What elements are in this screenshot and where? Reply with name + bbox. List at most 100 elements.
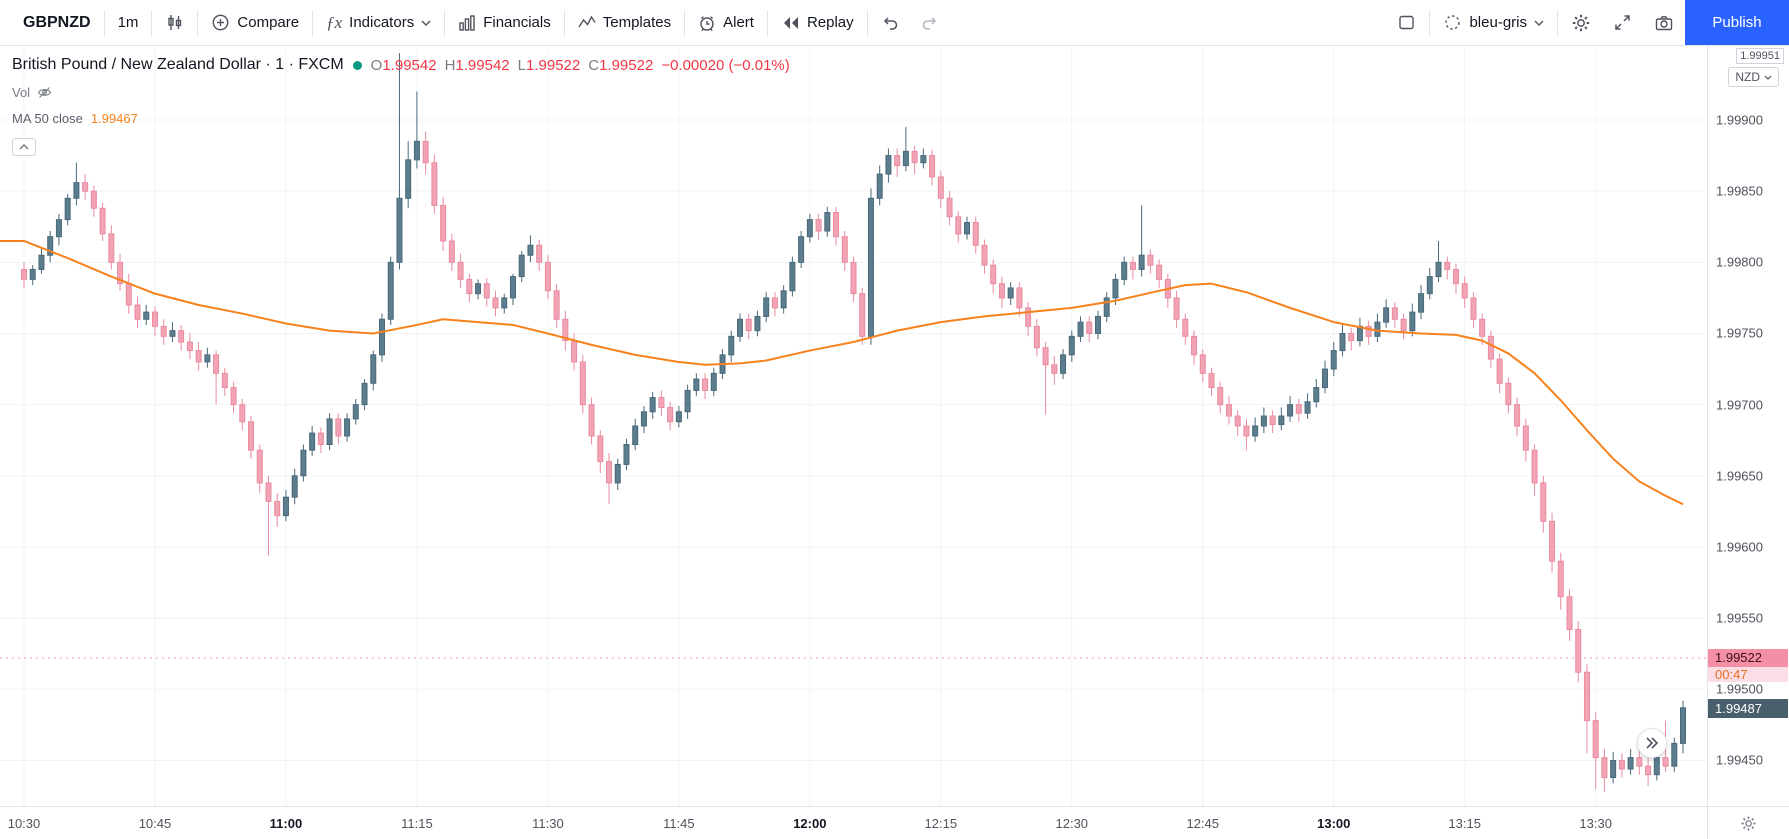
- symbol-search-button[interactable]: GBPNZD: [23, 13, 91, 31]
- candle: [1374, 313, 1381, 343]
- gear-icon: [1741, 816, 1756, 830]
- candle: [1566, 589, 1573, 641]
- candle: [448, 233, 455, 271]
- candle: [1391, 302, 1398, 328]
- candle: [55, 213, 62, 246]
- ohlc-values: O1.99542 H1.99542 L1.99522 C1.99522 −0.0…: [371, 57, 790, 74]
- candle: [1496, 353, 1503, 394]
- price-tick-label: 1.99750: [1716, 325, 1763, 341]
- candle: [1191, 330, 1198, 365]
- candle: [1147, 249, 1154, 274]
- divider: [866, 9, 868, 36]
- candle: [1610, 751, 1617, 784]
- collapse-legend-button[interactable]: [12, 138, 36, 156]
- divider: [563, 9, 565, 36]
- settings-button[interactable]: [1560, 5, 1602, 41]
- financials-button[interactable]: Financials: [447, 5, 562, 41]
- candle: [929, 149, 936, 186]
- candle: [885, 148, 892, 183]
- candle: [1339, 324, 1346, 357]
- time-axis-settings-button[interactable]: [1707, 807, 1789, 839]
- candle: [1671, 737, 1678, 772]
- ma-legend[interactable]: MA 50 close 1.99467: [12, 111, 790, 126]
- close-value: 1.99522: [599, 56, 654, 74]
- goto-realtime-button[interactable]: [1637, 728, 1667, 758]
- candle: [378, 313, 385, 362]
- candle: [1601, 749, 1608, 792]
- interval-button[interactable]: 1m: [117, 14, 139, 31]
- candle: [1199, 349, 1206, 382]
- candle: [702, 373, 709, 399]
- candle: [387, 256, 394, 325]
- candle: [728, 330, 735, 362]
- candle: [396, 53, 403, 270]
- candle: [946, 191, 953, 226]
- snapshot-button[interactable]: [1643, 5, 1685, 41]
- grid-layer: [0, 46, 1707, 806]
- candle: [1051, 356, 1058, 385]
- financials-label: Financials: [483, 14, 551, 31]
- candle: [248, 416, 255, 459]
- price-tick-label: 1.99450: [1716, 752, 1763, 768]
- candle: [1295, 398, 1302, 422]
- high-label: H: [444, 56, 456, 74]
- fullscreen-button[interactable]: [1602, 5, 1643, 41]
- undo-button[interactable]: [870, 5, 910, 41]
- volume-legend[interactable]: Vol: [12, 85, 790, 100]
- candle: [90, 185, 97, 217]
- chart-canvas[interactable]: [0, 46, 1707, 806]
- chevron-up-icon: [19, 144, 29, 150]
- candle: [1156, 259, 1163, 288]
- legend-title[interactable]: British Pound / New Zealand Dollar · 1 ·…: [12, 56, 344, 73]
- candle: [998, 276, 1005, 308]
- divider: [1557, 9, 1558, 36]
- divider: [444, 9, 446, 36]
- candle: [658, 390, 665, 417]
- candle: [509, 273, 516, 306]
- candle: [833, 206, 840, 246]
- open-value: 1.99542: [382, 56, 437, 74]
- candle: [745, 313, 752, 340]
- redo-button[interactable]: [910, 5, 950, 41]
- candle: [1505, 377, 1512, 414]
- zigzag-icon: [578, 15, 596, 27]
- candle: [1322, 360, 1329, 394]
- candle: [771, 292, 778, 317]
- indicators-button[interactable]: ƒx Indicators: [315, 5, 442, 41]
- change-value: −0.00020 (−0.01%): [661, 56, 790, 74]
- publish-button[interactable]: Publish: [1685, 0, 1789, 45]
- redo-icon: [922, 16, 936, 30]
- candle: [21, 262, 27, 288]
- candle: [466, 273, 473, 303]
- ma50-line: [0, 239, 1684, 506]
- candle: [1234, 410, 1241, 436]
- candle: [894, 148, 901, 177]
- candle: [1540, 475, 1547, 533]
- theme-select-button[interactable]: bleu-gris: [1432, 5, 1555, 41]
- close-label: C: [588, 56, 600, 74]
- candle: [1452, 263, 1459, 294]
- low-label: L: [517, 56, 526, 74]
- candle: [1575, 620, 1582, 683]
- candle: [981, 239, 988, 274]
- templates-button[interactable]: Templates: [567, 5, 682, 41]
- time-axis[interactable]: 10:30 10:45 11:00 11:15 11:30 11:45 12:00 12:15…: [0, 807, 1707, 839]
- candle: [1042, 342, 1049, 415]
- eye-off-icon[interactable]: [37, 85, 52, 100]
- layout-select-button[interactable]: [1386, 5, 1427, 41]
- candle: [736, 313, 743, 343]
- candle: [73, 162, 80, 206]
- replay-button[interactable]: Replay: [770, 5, 865, 41]
- currency-unit-button[interactable]: NZD: [1728, 67, 1779, 87]
- divider: [766, 9, 768, 36]
- candle: [1330, 342, 1337, 377]
- candle: [867, 188, 874, 345]
- price-axis[interactable]: 1.99951 NZD 1.99522 00:47 1.99487 1.9990…: [1707, 46, 1789, 806]
- candle: [632, 418, 639, 451]
- alert-button[interactable]: Alert: [687, 5, 765, 41]
- bar-style-button[interactable]: [154, 5, 195, 41]
- compare-button[interactable]: Compare: [200, 5, 310, 41]
- divider: [151, 9, 153, 36]
- time-tick-label: 10:45: [138, 816, 172, 831]
- candle: [1487, 330, 1494, 368]
